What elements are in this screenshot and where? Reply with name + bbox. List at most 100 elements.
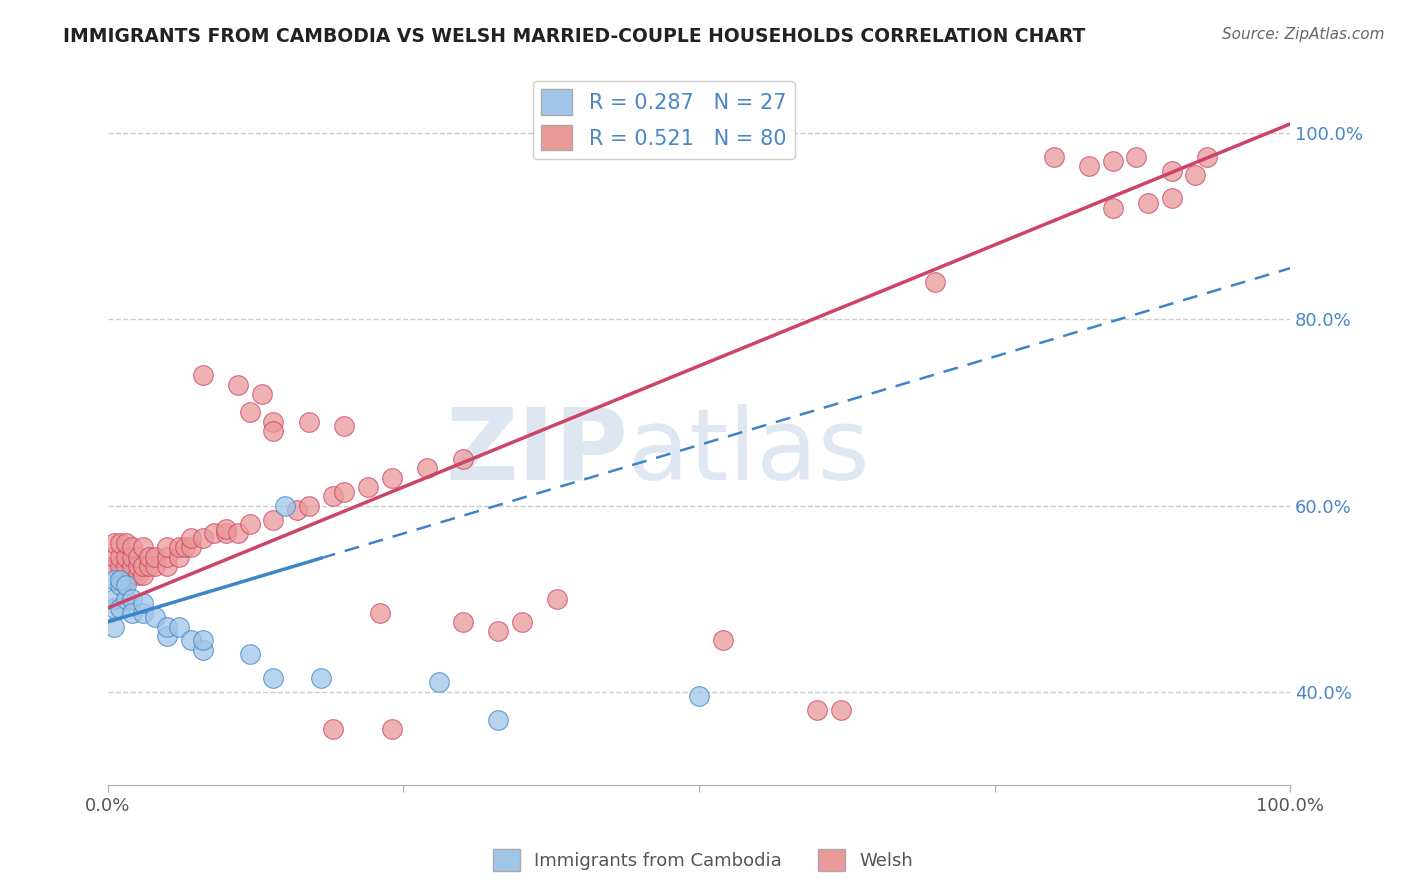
Point xyxy=(546,591,568,606)
Point xyxy=(333,419,356,434)
Point xyxy=(108,573,131,587)
Point xyxy=(1101,201,1123,215)
Point xyxy=(132,541,155,555)
Point xyxy=(121,549,143,564)
Point xyxy=(173,541,195,555)
Point xyxy=(924,275,946,289)
Point xyxy=(167,549,190,564)
Text: Source: ZipAtlas.com: Source: ZipAtlas.com xyxy=(1222,27,1385,42)
Point xyxy=(239,517,262,532)
Point xyxy=(108,577,131,591)
Point xyxy=(132,568,155,582)
Point xyxy=(381,722,404,736)
Point xyxy=(167,619,190,633)
Point xyxy=(191,531,214,545)
Point xyxy=(156,559,179,574)
Point xyxy=(285,503,308,517)
Point xyxy=(250,387,273,401)
Point xyxy=(451,615,474,629)
Point xyxy=(127,549,149,564)
Point xyxy=(114,559,136,574)
Point xyxy=(143,559,166,574)
Point xyxy=(486,713,509,727)
Point xyxy=(127,568,149,582)
Point xyxy=(156,629,179,643)
Point xyxy=(381,470,404,484)
Point xyxy=(309,671,332,685)
Text: ZIP: ZIP xyxy=(446,404,628,500)
Point xyxy=(114,573,136,587)
Point xyxy=(1125,150,1147,164)
Point xyxy=(156,541,179,555)
Point xyxy=(127,559,149,574)
Point xyxy=(108,549,131,564)
Point xyxy=(688,690,710,704)
Point xyxy=(263,671,285,685)
Point xyxy=(226,526,249,541)
Point xyxy=(103,591,125,606)
Point xyxy=(510,615,533,629)
Point xyxy=(226,377,249,392)
Point xyxy=(1042,150,1064,164)
Legend: Immigrants from Cambodia, Welsh: Immigrants from Cambodia, Welsh xyxy=(485,842,921,879)
Point xyxy=(138,549,160,564)
Point xyxy=(215,526,238,541)
Point xyxy=(274,499,297,513)
Point xyxy=(103,573,125,587)
Point xyxy=(114,577,136,591)
Point xyxy=(322,722,344,736)
Point xyxy=(132,559,155,574)
Text: IMMIGRANTS FROM CAMBODIA VS WELSH MARRIED-COUPLE HOUSEHOLDS CORRELATION CHART: IMMIGRANTS FROM CAMBODIA VS WELSH MARRIE… xyxy=(63,27,1085,45)
Point xyxy=(132,606,155,620)
Point xyxy=(451,452,474,467)
Point xyxy=(191,642,214,657)
Point xyxy=(416,461,439,475)
Point xyxy=(156,549,179,564)
Point xyxy=(1160,191,1182,205)
Point xyxy=(215,522,238,536)
Point xyxy=(114,549,136,564)
Point xyxy=(180,541,202,555)
Point xyxy=(156,619,179,633)
Point xyxy=(263,415,285,429)
Point xyxy=(1137,196,1160,211)
Point xyxy=(121,541,143,555)
Point xyxy=(121,559,143,574)
Point xyxy=(103,549,125,564)
Point xyxy=(1184,168,1206,182)
Point xyxy=(121,606,143,620)
Point xyxy=(263,512,285,526)
Point xyxy=(1078,159,1101,173)
Point xyxy=(138,559,160,574)
Point xyxy=(103,619,125,633)
Point xyxy=(108,601,131,615)
Point xyxy=(191,633,214,648)
Point xyxy=(333,484,356,499)
Point xyxy=(486,624,509,639)
Point xyxy=(180,633,202,648)
Point xyxy=(357,480,380,494)
Point xyxy=(180,531,202,545)
Point xyxy=(143,549,166,564)
Point xyxy=(711,633,734,648)
Text: atlas: atlas xyxy=(628,404,870,500)
Point xyxy=(132,596,155,610)
Point xyxy=(114,591,136,606)
Point xyxy=(108,568,131,582)
Point xyxy=(108,559,131,574)
Legend: R = 0.287   N = 27, R = 0.521   N = 80: R = 0.287 N = 27, R = 0.521 N = 80 xyxy=(533,81,794,159)
Point xyxy=(263,424,285,438)
Point xyxy=(298,415,321,429)
Point xyxy=(191,368,214,383)
Point xyxy=(202,526,225,541)
Point xyxy=(1101,154,1123,169)
Point xyxy=(368,606,391,620)
Point xyxy=(103,535,125,549)
Point xyxy=(103,559,125,574)
Point xyxy=(1197,150,1219,164)
Point xyxy=(239,648,262,662)
Point xyxy=(1160,163,1182,178)
Point xyxy=(427,675,450,690)
Point xyxy=(830,703,852,717)
Point xyxy=(322,489,344,503)
